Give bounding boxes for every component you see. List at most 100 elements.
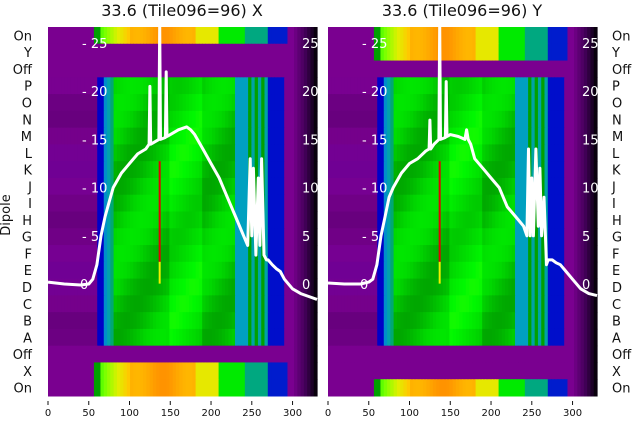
heatmap-cell <box>564 328 569 347</box>
heatmap-cell <box>215 295 220 313</box>
heatmap-cell <box>337 245 342 263</box>
heatmap-cell <box>280 60 285 78</box>
heatmap-cell <box>331 362 336 380</box>
heatmap-cell <box>218 228 223 246</box>
heatmap-cell <box>574 312 578 330</box>
heatmap-cell <box>564 295 569 313</box>
heatmap-cell <box>300 94 305 112</box>
heatmap-cell <box>103 127 108 145</box>
heatmap-cell <box>208 60 213 78</box>
heatmap-cell <box>341 261 345 280</box>
heatmap-cell <box>130 60 134 78</box>
heatmap-cell <box>455 60 460 78</box>
heatmap-cell <box>459 110 464 129</box>
heatmap-cell <box>287 245 292 263</box>
heatmap-cell <box>205 27 210 45</box>
heatmap-cell <box>590 328 595 347</box>
heatmap-cell <box>357 312 362 330</box>
heatmap-cell <box>162 328 167 347</box>
heatmap-cell <box>202 328 207 347</box>
heatmap-cell <box>51 77 56 95</box>
heatmap-cell <box>436 328 441 347</box>
heatmap-cell <box>577 177 582 196</box>
heatmap-cell <box>337 194 342 212</box>
heatmap-cell <box>271 228 275 246</box>
heatmap-cell <box>574 177 578 196</box>
heatmap-cell <box>350 110 355 129</box>
heatmap-cell <box>380 177 385 196</box>
heatmap-cell <box>544 177 549 196</box>
heatmap-cell <box>313 177 318 196</box>
heatmap-cell <box>205 328 210 347</box>
heatmap-cell <box>179 345 184 363</box>
heatmap-cell <box>587 177 592 196</box>
heatmap-cell <box>103 110 108 129</box>
heatmap-cell <box>97 161 102 179</box>
heatmap-cell <box>87 211 92 229</box>
heatmap-cell <box>472 194 477 212</box>
heatmap-cell <box>162 43 167 62</box>
heatmap-cell <box>169 177 174 196</box>
heatmap-cell <box>284 177 289 196</box>
heatmap-cell <box>107 211 111 229</box>
heatmap-cell <box>459 228 464 246</box>
heatmap-cell <box>567 127 572 145</box>
heatmap-cell <box>577 245 582 263</box>
heatmap-cell <box>574 60 578 78</box>
heatmap-cell <box>159 345 164 363</box>
heatmap-cell <box>264 177 269 196</box>
heatmap-cell <box>577 211 582 229</box>
heatmap-cell <box>205 177 210 196</box>
heatmap-cell <box>48 77 52 95</box>
heatmap-cell <box>511 60 516 78</box>
row-label-left: P <box>24 80 32 95</box>
heatmap-cell <box>590 144 595 162</box>
heatmap-cell <box>267 177 272 196</box>
heatmap-cell <box>100 110 105 129</box>
heatmap-cell <box>347 27 352 45</box>
heatmap-cell <box>426 228 431 246</box>
heatmap-cell <box>218 60 223 78</box>
heatmap-cell <box>294 110 298 129</box>
heatmap-cell <box>370 94 375 112</box>
heatmap-cell <box>419 43 424 62</box>
heatmap-cell <box>64 328 69 347</box>
heatmap-cell <box>373 110 378 129</box>
heatmap-cell <box>383 228 388 246</box>
heatmap-cell <box>377 60 382 78</box>
heatmap-cell <box>360 194 365 212</box>
heatmap-cell <box>179 177 184 196</box>
heatmap-cell <box>221 194 226 212</box>
heatmap-cell <box>126 127 131 145</box>
heatmap-cell <box>387 278 391 296</box>
heatmap-cell <box>537 228 542 246</box>
heatmap-cell <box>570 60 575 78</box>
heatmap-cell <box>103 43 108 62</box>
heatmap-cell <box>387 60 391 78</box>
x-tick-label: 300 <box>283 408 302 419</box>
heatmap-cell <box>478 144 483 162</box>
heatmap-cell <box>524 127 529 145</box>
heatmap-cell <box>61 161 65 179</box>
heatmap-cell <box>221 43 226 62</box>
heatmap-cell <box>383 144 388 162</box>
heatmap-cell <box>416 228 421 246</box>
heatmap-cell <box>360 177 365 196</box>
heatmap-cell <box>531 261 536 280</box>
heatmap-cell <box>472 278 477 296</box>
heatmap-cell <box>234 27 239 45</box>
heatmap-cell <box>113 60 118 78</box>
heatmap-cell <box>64 345 69 363</box>
heatmap-cell <box>175 228 180 246</box>
heatmap-cell <box>357 245 362 263</box>
heatmap-cell <box>446 211 450 229</box>
heatmap-cell <box>257 27 262 45</box>
heatmap-cell <box>93 345 98 363</box>
heatmap-cell <box>303 345 308 363</box>
heatmap-cell <box>557 295 562 313</box>
heatmap-cell <box>175 245 180 263</box>
heatmap-cell <box>364 177 368 196</box>
heatmap-cell <box>403 345 408 363</box>
heatmap-cell <box>403 312 408 330</box>
heatmap-cell <box>416 60 421 78</box>
